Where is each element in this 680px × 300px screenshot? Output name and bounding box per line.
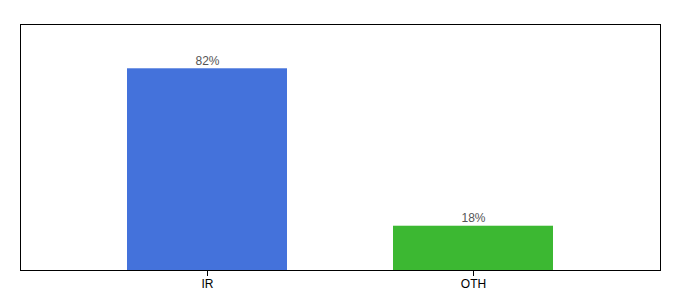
svg-text:82%: 82% <box>195 54 219 68</box>
svg-text:18%: 18% <box>461 211 485 225</box>
svg-text:IR: IR <box>202 277 214 291</box>
svg-text:OTH: OTH <box>461 277 486 291</box>
